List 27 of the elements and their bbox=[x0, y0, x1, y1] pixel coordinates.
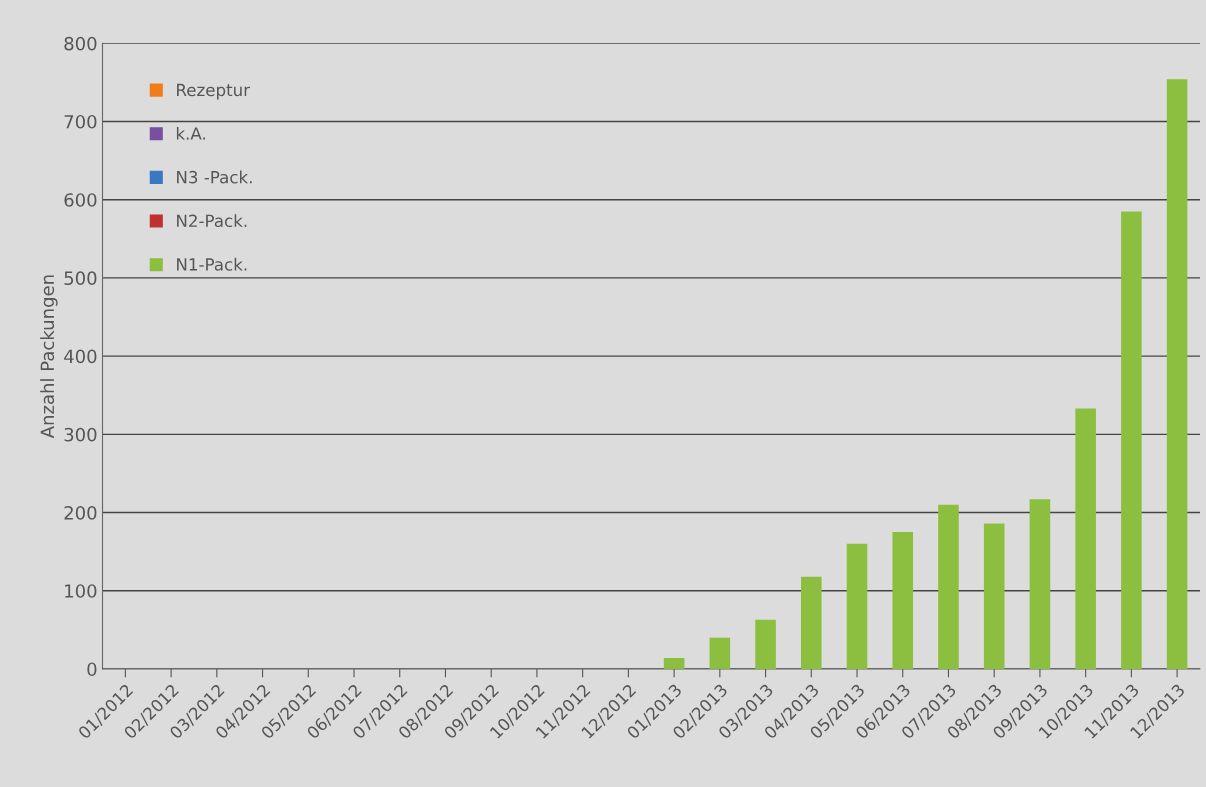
y-tick-label: 600 bbox=[64, 193, 97, 207]
bar bbox=[1121, 211, 1142, 669]
legend-label: k.A. bbox=[176, 126, 205, 140]
bar bbox=[755, 619, 776, 669]
legend-label: N1-Pack. bbox=[177, 257, 247, 271]
bar bbox=[892, 532, 914, 669]
y-tick-label: 200 bbox=[64, 505, 97, 520]
legend-label: N2-Pack. bbox=[177, 214, 247, 228]
y-tick-label: 800 bbox=[64, 36, 97, 51]
y-tick-label: 500 bbox=[64, 271, 97, 286]
bar bbox=[801, 576, 822, 669]
y-tick-label: 0 bbox=[87, 662, 97, 677]
bar bbox=[1166, 79, 1188, 669]
bar bbox=[983, 523, 1005, 669]
bar bbox=[1029, 499, 1051, 669]
legend-label: N3 -Pack. bbox=[177, 170, 252, 184]
bar bbox=[663, 658, 685, 669]
y-tick-label: 100 bbox=[65, 584, 97, 598]
y-tick-label: 400 bbox=[64, 349, 97, 364]
y-tick-label: 300 bbox=[64, 427, 97, 442]
y-axis-title: Anzahl Packungen bbox=[40, 275, 58, 439]
legend-label: Rezeptur bbox=[177, 83, 251, 100]
bar bbox=[846, 543, 868, 669]
bar bbox=[938, 504, 959, 669]
bar bbox=[1075, 408, 1096, 669]
y-tick-label: 700 bbox=[64, 114, 97, 129]
bar bbox=[709, 637, 731, 669]
